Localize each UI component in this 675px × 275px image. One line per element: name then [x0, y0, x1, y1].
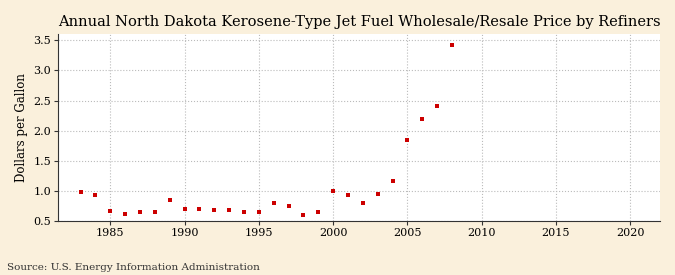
Text: Source: U.S. Energy Information Administration: Source: U.S. Energy Information Administ…	[7, 263, 260, 272]
Y-axis label: Dollars per Gallon: Dollars per Gallon	[15, 73, 28, 182]
Title: Annual North Dakota Kerosene-Type Jet Fuel Wholesale/Resale Price by Refiners: Annual North Dakota Kerosene-Type Jet Fu…	[58, 15, 660, 29]
